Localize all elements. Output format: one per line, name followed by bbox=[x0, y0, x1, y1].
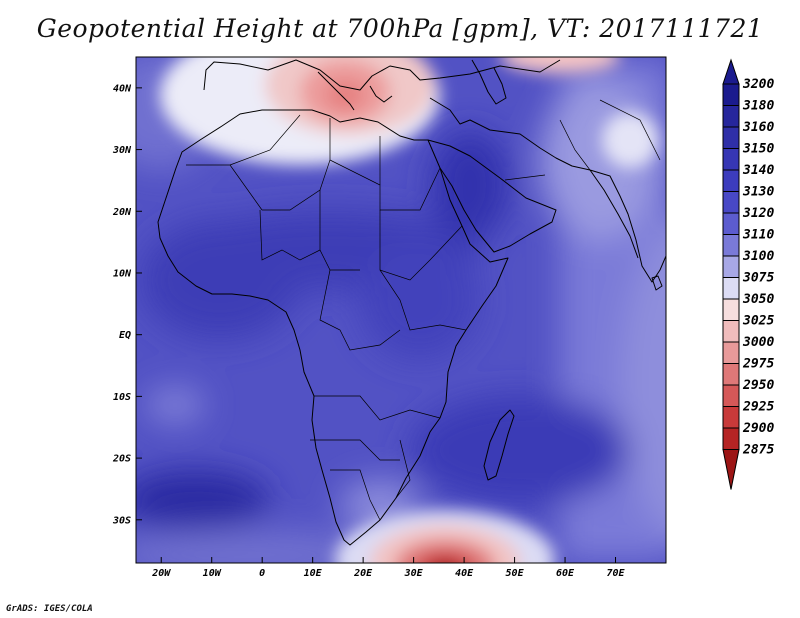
x-tick-label: 30E bbox=[404, 568, 424, 579]
legend-label: 3150 bbox=[742, 142, 774, 157]
border-line bbox=[314, 395, 441, 421]
legend-label: 3140 bbox=[742, 163, 774, 178]
legend-label: 2900 bbox=[742, 421, 774, 436]
x-tick-label: 20E bbox=[353, 568, 373, 579]
border-line bbox=[599, 99, 661, 161]
arabia-coastline bbox=[427, 139, 557, 253]
color-legend: 3200 3180 3160 3150 3140 3130 3120 3110 3100 3075… bbox=[722, 58, 774, 490]
legend-label: 3120 bbox=[742, 206, 774, 221]
legend-label: 2925 bbox=[742, 400, 774, 415]
legend-label: 3000 bbox=[742, 335, 774, 350]
x-tick-label: 0 bbox=[259, 568, 265, 579]
legend-swatch bbox=[722, 427, 740, 450]
legend-swatch bbox=[722, 298, 740, 321]
border-line bbox=[319, 190, 360, 271]
border-line bbox=[504, 174, 546, 181]
x-tick-label: 50E bbox=[506, 568, 525, 579]
legend-swatch bbox=[722, 320, 740, 343]
legend-swatch bbox=[722, 234, 740, 257]
india-coastline bbox=[589, 169, 639, 259]
legend-swatch bbox=[722, 191, 740, 214]
legend-swatch bbox=[722, 148, 740, 171]
map-frame bbox=[135, 56, 667, 564]
coastlines bbox=[157, 59, 666, 546]
y-tick-label: 10S bbox=[113, 392, 131, 403]
legend-swatch bbox=[722, 384, 740, 407]
y-tick-label: EQ bbox=[119, 330, 131, 341]
legend-label: 3075 bbox=[742, 271, 774, 286]
x-tick-label: 60E bbox=[556, 568, 575, 579]
y-tick-label: 20N bbox=[112, 207, 132, 218]
footer-credit: GrADS: IGES/COLA bbox=[6, 604, 93, 614]
y-tick-label: 30N bbox=[112, 145, 132, 156]
map-title: Geopotential Height at 700hPa [gpm], VT:… bbox=[36, 14, 764, 43]
legend-swatch bbox=[722, 169, 740, 192]
legend-label: 3050 bbox=[742, 292, 774, 307]
legend-label: 3130 bbox=[742, 185, 774, 200]
legend-label: 3100 bbox=[742, 249, 774, 264]
srilanka-coastline bbox=[651, 275, 663, 291]
legend-swatch bbox=[722, 406, 740, 429]
legend-swatch bbox=[722, 277, 740, 300]
legend-swatch bbox=[722, 83, 740, 106]
y-tick-label: 10N bbox=[113, 268, 132, 279]
border-line bbox=[319, 269, 401, 351]
border-line bbox=[259, 209, 321, 261]
x-tick-label: 10W bbox=[203, 568, 222, 579]
legend-arrow-top bbox=[722, 58, 740, 85]
legend-swatch bbox=[722, 363, 740, 386]
border-line bbox=[310, 439, 400, 461]
x-tick-label: 20W bbox=[151, 568, 171, 579]
legend-label: 2875 bbox=[742, 443, 774, 458]
x-tick-label: 70E bbox=[606, 568, 625, 579]
border-line bbox=[395, 439, 411, 499]
legend-label: 3180 bbox=[742, 99, 774, 114]
border-line bbox=[379, 210, 463, 281]
middle-east-coastline bbox=[429, 97, 666, 283]
legend-label: 3110 bbox=[742, 228, 774, 243]
y-tick-label: 30S bbox=[112, 515, 131, 526]
legend-label: 2975 bbox=[742, 357, 774, 372]
y-tick-label: 20S bbox=[112, 454, 131, 465]
caspian-coastline bbox=[471, 59, 507, 105]
legend-swatch bbox=[722, 212, 740, 235]
madagascar-coastline bbox=[483, 409, 515, 481]
legend-swatch bbox=[722, 255, 740, 278]
x-tick-label: 40E bbox=[455, 568, 474, 579]
border-line bbox=[559, 119, 591, 171]
y-tick-label: 40N bbox=[113, 83, 132, 94]
legend-swatch bbox=[722, 105, 740, 128]
legend-arrow-bottom bbox=[722, 449, 740, 490]
border-line bbox=[229, 114, 301, 166]
x-tick-label: 10E bbox=[304, 568, 323, 579]
africa-coastline bbox=[157, 109, 509, 546]
country-borders bbox=[186, 99, 661, 521]
map-axes: 20W 10W 0 10E 20E 30E 40E 50E 60E 70E 40N 30N 20N 10N… bbox=[112, 83, 626, 579]
border-line bbox=[379, 269, 467, 331]
height-field bbox=[136, 57, 666, 563]
italy-coastline bbox=[317, 71, 355, 111]
map-chart: 20W 10W 0 10E 20E 30E 40E 50E 60E 70E 40N 30N 20N 10N… bbox=[112, 56, 774, 579]
legend-label: 3160 bbox=[742, 120, 774, 135]
border-line bbox=[330, 469, 381, 521]
legend-label: 3200 bbox=[742, 77, 774, 92]
field-extremes bbox=[160, 57, 658, 563]
legend-label: 3025 bbox=[742, 314, 774, 329]
legend-swatch bbox=[722, 126, 740, 149]
legend-label: 2950 bbox=[742, 378, 774, 393]
legend-swatch bbox=[722, 341, 740, 364]
greece-coastline bbox=[369, 85, 393, 103]
europe-coastline bbox=[203, 59, 561, 91]
